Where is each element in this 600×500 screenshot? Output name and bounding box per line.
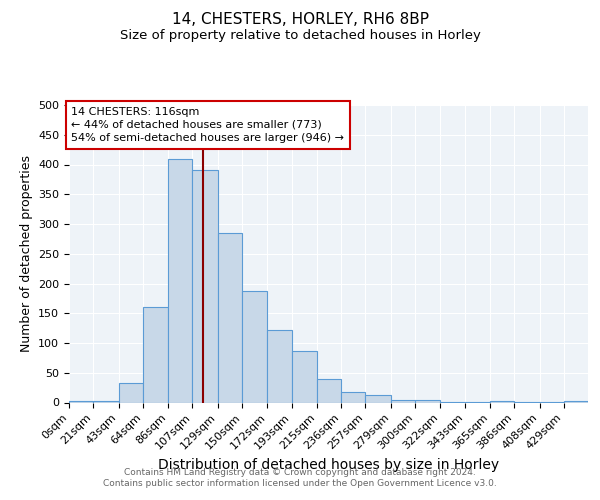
- X-axis label: Distribution of detached houses by size in Horley: Distribution of detached houses by size …: [158, 458, 499, 472]
- Bar: [193, 170, 218, 402]
- Bar: [564, 400, 588, 402]
- Text: Size of property relative to detached houses in Horley: Size of property relative to detached ho…: [119, 29, 481, 42]
- Bar: [93, 400, 119, 402]
- Bar: [341, 392, 365, 402]
- Y-axis label: Number of detached properties: Number of detached properties: [20, 155, 32, 352]
- Bar: [69, 400, 93, 402]
- Bar: [292, 352, 317, 403]
- Bar: [119, 384, 143, 402]
- Text: 14, CHESTERS, HORLEY, RH6 8BP: 14, CHESTERS, HORLEY, RH6 8BP: [172, 12, 428, 28]
- Bar: [268, 330, 292, 402]
- Bar: [490, 400, 514, 402]
- Bar: [365, 396, 391, 402]
- Bar: [317, 378, 341, 402]
- Bar: [143, 308, 168, 402]
- Bar: [242, 290, 268, 403]
- Bar: [391, 400, 415, 402]
- Bar: [168, 158, 193, 402]
- Text: 14 CHESTERS: 116sqm
← 44% of detached houses are smaller (773)
54% of semi-detac: 14 CHESTERS: 116sqm ← 44% of detached ho…: [71, 107, 344, 143]
- Bar: [218, 233, 242, 402]
- Bar: [415, 400, 440, 402]
- Text: Contains HM Land Registry data © Crown copyright and database right 2024.
Contai: Contains HM Land Registry data © Crown c…: [103, 468, 497, 487]
